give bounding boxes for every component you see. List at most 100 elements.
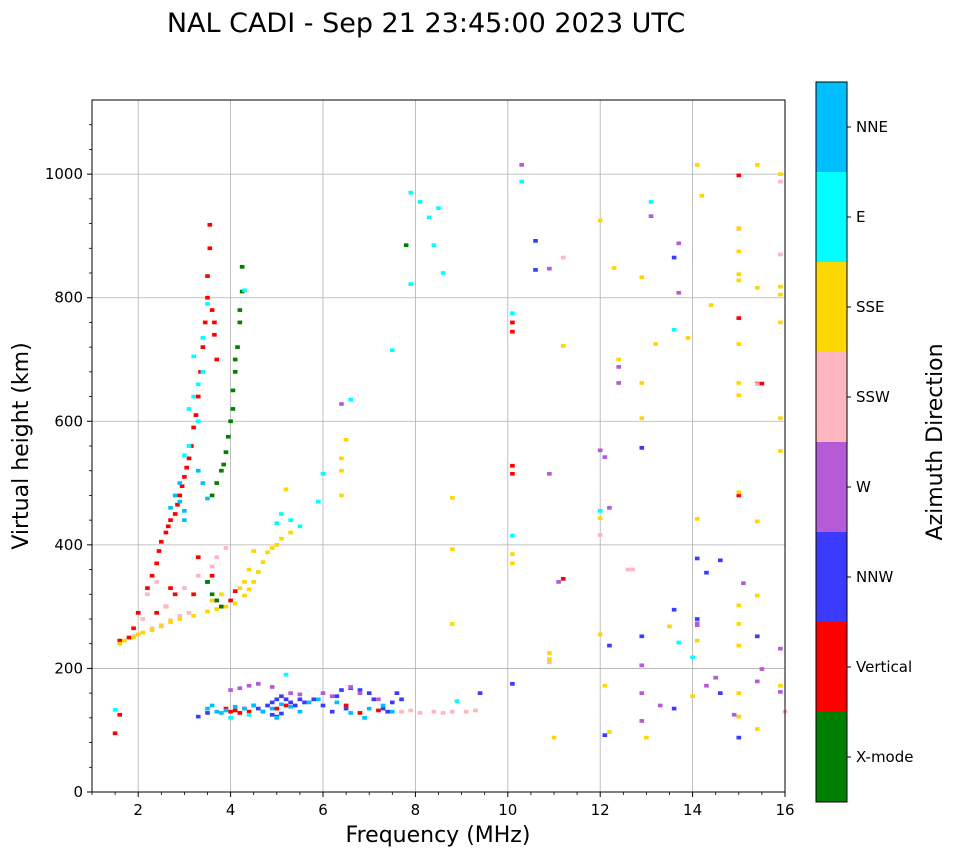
data-cell-sse [205,609,210,614]
data-cell-e [283,672,289,677]
colorbar-tick-label: SSE [856,298,885,316]
data-cell-ssw [450,709,455,714]
data-cell-vertical [191,592,196,597]
data-cell-w [639,691,645,695]
data-cell-nne [168,505,173,510]
data-cell-nnw [671,706,677,711]
data-cell-nnw [371,697,377,702]
data-cell-e [454,699,460,704]
data-cell-sse [611,266,617,270]
data-cell-w [648,214,654,219]
data-cell-nne [279,702,284,707]
data-cell-sse [450,547,455,552]
data-cell-nne [380,703,386,708]
data-cell-x-mode [230,407,236,411]
data-cell-vertical [182,475,187,479]
data-cell-ssw [186,610,192,615]
data-cell-e [417,200,423,204]
data-cell-sse [736,249,742,254]
data-cell-ssw [560,255,566,260]
data-cell-sse [269,546,275,550]
data-cell-vertical [232,589,238,594]
data-cell-e [205,302,210,306]
data-cell-nnw [718,691,723,695]
data-cell-w [778,690,783,694]
data-cell-vertical [237,711,243,715]
data-cell-vertical [228,598,233,603]
data-cell-e [389,348,395,353]
data-cell-nne [389,709,395,714]
data-cell-nnw [694,617,700,621]
data-cell-nne [362,716,367,720]
data-cell-x-mode [219,468,224,473]
data-cell-sse [149,628,155,632]
data-cell-ssw [182,586,187,590]
x-tick-label: 12 [591,801,610,819]
data-cell-nnw [602,733,608,738]
data-cell-w [320,691,326,695]
data-cell-x-mode [237,320,243,325]
data-cell-e [200,370,206,374]
data-cell-sse [778,284,783,289]
data-cell-e [510,311,515,316]
data-cell-e [676,640,682,645]
data-cell-e [182,453,187,458]
data-cell-x-mode [235,345,240,349]
data-cell-sse [251,580,257,584]
data-cell-w [376,697,381,702]
data-cell-e [228,716,233,720]
data-cell-sse [736,278,742,283]
colorbar-tick-label: SSW [856,388,890,406]
data-cell-nnw [288,700,293,705]
data-cell-sse [694,163,700,167]
data-cell-sse [736,714,742,719]
data-cell-ssw [754,382,760,387]
data-cell-nnw [754,634,760,639]
data-cell-vertical [510,320,515,325]
data-cell-w [348,685,354,689]
data-cell-e [186,444,192,448]
data-cell-x-mode [209,493,215,498]
colorbar-tick-label: X-mode [856,748,913,766]
data-cell-vertical [510,463,515,468]
data-cell-sse [547,657,552,662]
data-cell-sse [690,694,695,699]
data-cell-vertical [126,635,132,640]
colorbar-swatch [816,82,847,172]
data-cell-e [320,471,326,476]
data-cell-w [639,719,645,723]
data-cell-sse [602,683,608,688]
data-cell-vertical [154,610,159,615]
data-cell-e [648,200,654,204]
data-cell-nne [348,711,354,715]
data-cell-nnw [639,446,645,450]
data-cell-vertical [195,394,201,399]
data-cell-sse [274,543,280,547]
data-cell-sse [140,630,146,635]
data-cell-e [316,499,321,504]
data-points [112,163,788,740]
data-cell-w [339,402,344,406]
data-cell-w [357,691,363,695]
data-cell-x-mode [225,434,231,439]
data-cell-nnw [736,735,742,740]
data-cell-vertical [736,316,742,320]
data-cell-vertical [274,706,280,711]
data-cell-sse [736,603,742,608]
data-cell-w [297,692,303,697]
data-cell-vertical [145,586,150,590]
data-cell-sse [246,567,252,572]
data-cell-w [741,581,746,586]
data-cell-sse [736,272,742,277]
data-cell-nnw [311,697,317,702]
data-cell-ssw [431,709,437,714]
data-cell-ssw [597,533,603,537]
data-cell-vertical [205,295,210,300]
data-cell-sse [607,730,612,734]
data-cell-vertical [193,413,199,417]
data-cell-sse [232,601,238,606]
colorbar: X-mode Vertical NNW W SSW SSE E NNE [816,82,913,802]
data-cell-e [279,512,284,516]
data-cell-nne [260,709,266,714]
data-cell-sse [251,549,257,553]
